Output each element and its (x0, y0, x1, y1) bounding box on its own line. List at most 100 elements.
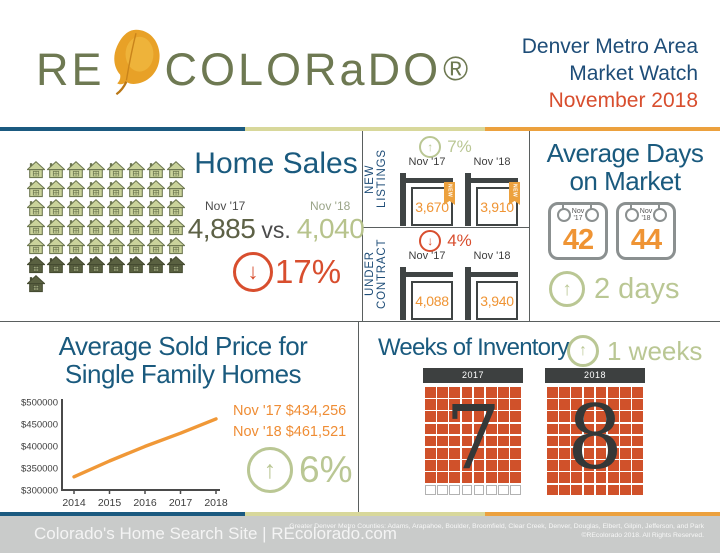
house-cell (47, 256, 67, 275)
inventory-cell (485, 435, 497, 447)
house-icon (27, 275, 45, 293)
house-cell (167, 237, 187, 256)
house-cell (127, 199, 147, 218)
inventory-cell (547, 411, 558, 422)
inventory-cell (620, 435, 631, 447)
inventory-cell (473, 399, 485, 410)
bottom-accent-bar (0, 512, 720, 516)
house-cell (147, 218, 167, 237)
house-icon (67, 256, 85, 274)
house-icon (167, 218, 185, 236)
inventory-cell (583, 411, 595, 422)
inventory-cell (449, 472, 461, 483)
new-listings-change-value: 7% (447, 137, 472, 156)
sign-board: 3,670 NEW (411, 182, 455, 226)
yard-sign-icon: 3,940 (463, 263, 521, 321)
calendar-ring-icon (653, 202, 667, 222)
inventory-cell (473, 435, 485, 447)
inventory-cell (461, 472, 473, 483)
house-icon (47, 237, 65, 255)
house-icon (167, 237, 185, 255)
inventory-cell (632, 447, 643, 459)
inventory-cell (571, 472, 583, 483)
yard-sign-icon: 3,910 NEW (463, 169, 521, 227)
yard-sign-2018: Nov '18 3,940 (463, 250, 521, 321)
house-icon (127, 256, 145, 274)
house-cell (167, 218, 187, 237)
sign-board: 3,940 (476, 281, 518, 320)
inventory-cell (607, 435, 619, 447)
inventory-cell (547, 472, 558, 483)
home-sales-value-2017: 4,885 (187, 213, 256, 244)
avg-days-change: ↑ 2 days (549, 271, 679, 307)
house-cell (87, 218, 107, 237)
sign-board: 4,088 (411, 281, 453, 320)
new-listings-change: ↑ 7% (362, 136, 529, 158)
inventory-cell (620, 447, 631, 459)
inventory-cell (473, 387, 485, 398)
inventory-cell (547, 484, 558, 496)
divider (362, 227, 529, 228)
footer-copyright: ©REcolorado 2018. All Rights Reserved. (581, 532, 704, 539)
house-cell (27, 180, 47, 199)
house-cell (47, 237, 67, 256)
inventory-cell (583, 423, 595, 435)
inventory-cell (437, 484, 448, 496)
inventory-cell (498, 387, 509, 398)
price-callout-2017: Nov '17 $434,256 (233, 403, 347, 419)
inventory-cell (583, 447, 595, 459)
avg-days-title-line1: Average Days (546, 138, 704, 168)
svg-text:2017: 2017 (169, 497, 193, 509)
house-cell (27, 275, 47, 294)
inventory-cell (632, 460, 643, 471)
sign-board: 3,910 NEW (476, 182, 520, 226)
sign-year-label: Nov '17 (408, 250, 446, 262)
inventory-cell (425, 460, 436, 471)
sign-post (465, 173, 471, 226)
calendar-ring-icon (585, 202, 599, 222)
under-contract-change-value: 4% (447, 231, 472, 250)
inventory-cell (607, 399, 619, 410)
house-cell (107, 180, 127, 199)
calendar-group: Nov '17 42 Nov '18 44 (548, 202, 676, 260)
inventory-cell (485, 387, 497, 398)
inventory-cell (607, 387, 619, 398)
inventory-cell (437, 447, 448, 459)
inventory-cell (595, 447, 607, 459)
avg-price-title-line2: Single Family Homes (64, 359, 302, 390)
inventory-cell (571, 387, 583, 398)
house-icon (27, 218, 45, 236)
house-cell (47, 218, 67, 237)
inventory-cell (595, 399, 607, 410)
new-ribbon-icon: NEW (509, 182, 520, 205)
inventory-cell (595, 472, 607, 483)
avg-days-title: Average Days on Market (531, 139, 719, 195)
inventory-cell (547, 460, 558, 471)
inventory-cell (559, 447, 570, 459)
inventory-cell (559, 399, 570, 410)
inventory-cell (547, 435, 558, 447)
house-cell (147, 237, 167, 256)
inventory-cell (437, 460, 448, 471)
inventory-cell (449, 411, 461, 422)
inventory-cell (510, 472, 521, 483)
divider (0, 321, 720, 322)
inventory-cell (547, 399, 558, 410)
sign-crossbar (465, 272, 518, 277)
inventory-cell (485, 484, 497, 496)
inventory-cell (473, 423, 485, 435)
inventory-cell (473, 484, 485, 496)
avg-days-title-line2: on Market (569, 166, 681, 197)
up-arrow-icon: ↑ (549, 271, 585, 307)
house-icon (67, 218, 85, 236)
down-arrow-icon: ↓ (419, 230, 442, 252)
home-sales-change-value: 17% (275, 253, 342, 290)
accent-orange (485, 512, 720, 516)
house-cell (87, 256, 107, 275)
inventory-cell (437, 411, 448, 422)
inventory-cell (510, 460, 521, 471)
house-icon (87, 218, 105, 236)
up-arrow-icon: ↑ (247, 447, 293, 493)
inventory-cell (595, 484, 607, 496)
